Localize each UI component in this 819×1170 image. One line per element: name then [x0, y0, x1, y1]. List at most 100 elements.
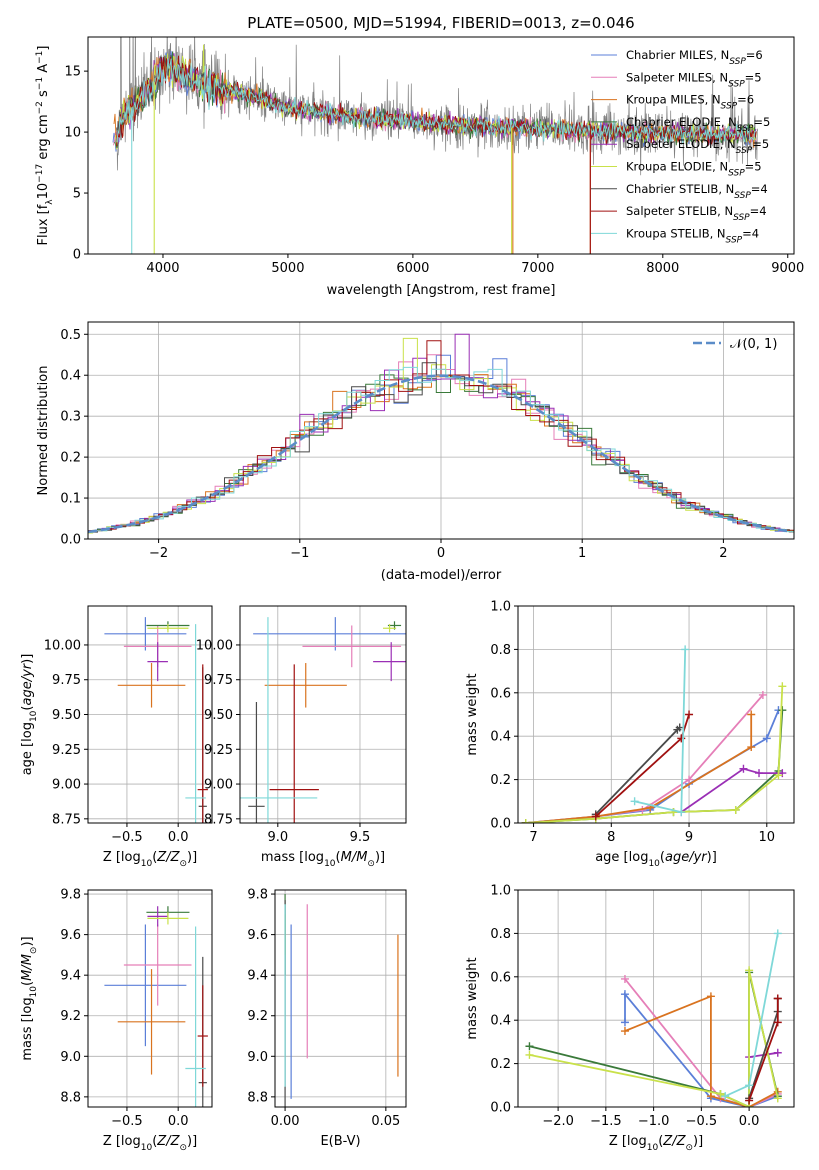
y-tick-label: 9.0 [247, 1050, 268, 1065]
y-tick-label: 0.6 [490, 686, 511, 701]
weight-marker-kroupa-stelib [745, 1081, 754, 1090]
axes-frame [517, 605, 795, 824]
weight-marker-chabrier-elodie [778, 706, 787, 715]
x-tick-label: 8000 [646, 261, 679, 276]
y-tick-label: 1.0 [490, 884, 511, 899]
legend-entry: Salpeter MILES, NSSP=5 [626, 70, 762, 89]
x-tick-label: 5000 [271, 261, 304, 276]
y-tick-label: 9.50 [204, 708, 233, 723]
y-tick-label: 8.8 [60, 1090, 81, 1105]
x-tick-label: 4000 [146, 261, 179, 276]
x-tick-label: −0.5 [111, 1114, 143, 1129]
weight-marker-salpeter-stelib [591, 812, 600, 821]
y-tick-label: 0.3 [60, 410, 81, 425]
plot-area [284, 894, 399, 1107]
legend-entry: 𝒩(0, 1) [730, 337, 777, 352]
legend-entry: Chabrier ELODIE, NSSP=5 [626, 115, 770, 134]
weight-marker-chabrier-miles [620, 990, 629, 999]
plot-area [88, 333, 794, 534]
y-tick-label: 8.8 [247, 1090, 268, 1105]
axes-frame [517, 889, 795, 1108]
x-tick-label: 9.5 [350, 830, 371, 845]
y-tick-label: 9.50 [52, 708, 81, 723]
plot-area [104, 617, 208, 823]
plot-area [525, 929, 782, 1107]
legend: 𝒩(0, 1) [693, 337, 777, 352]
legend-entry: Kroupa MILES, NSSP=6 [626, 93, 754, 112]
weight-marker-kroupa-stelib [681, 645, 690, 654]
weight-marker-chabrier-elodie [525, 1042, 534, 1051]
x-tick-label: 1 [578, 546, 586, 561]
plot-area [521, 645, 787, 823]
weight-marker-kroupa-miles [747, 743, 756, 752]
x-tick-label: 9.0 [267, 830, 288, 845]
x-tick-label: 6000 [396, 261, 429, 276]
y-tick-label: 0.4 [60, 369, 81, 384]
x-axis-label: age [log10(age/yr)] [595, 850, 717, 869]
y-tick-label: 9.6 [247, 928, 268, 943]
y-tick-label: 9.2 [247, 1009, 268, 1024]
weight-marker-kroupa-elodie [731, 805, 740, 814]
legend-entry: Kroupa STELIB, NSSP=4 [626, 226, 759, 245]
y-tick-label: 15 [64, 65, 81, 80]
weight-marker-salpeter-stelib [685, 710, 694, 719]
x-tick-label: 9 [685, 830, 693, 845]
legend: Chabrier MILES, NSSP=6 Salpeter MILES, NS… [591, 48, 770, 245]
weight-line-kroupa-elodie [529, 970, 779, 1107]
x-axis-label: Z [log10(Z/Z⊙)] [103, 1134, 197, 1153]
y-tick-label: 0.2 [490, 773, 511, 788]
x-axis-label: Z [log10(Z/Z⊙)] [103, 850, 197, 869]
y-tick-label: 8.75 [52, 812, 81, 827]
panel-weight-vs-Z: −2.0 −1.5 −1.0 −0.5 0.0 0.0 0.2 0.4 0.6 0.8 1.0 Z [… [465, 884, 795, 1153]
y-tick-label: 0.1 [60, 492, 81, 507]
weight-marker-kroupa-miles [706, 992, 715, 1001]
y-tick-label: 0.0 [490, 1101, 511, 1116]
y-tick-label: 9.25 [204, 743, 233, 758]
legend-entry: Salpeter STELIB, NSSP=4 [626, 204, 767, 223]
y-tick-label: 0.4 [490, 730, 511, 745]
x-tick-label: −0.5 [686, 1114, 718, 1129]
x-tick-label: 0.0 [168, 830, 189, 845]
chart-title: PLATE=0500, MJD=51994, FIBERID=0013, z=0… [247, 14, 634, 32]
y-tick-label: 9.2 [60, 1009, 81, 1024]
axes-frame [87, 889, 213, 1108]
x-tick-label: 8 [607, 830, 615, 845]
weight-line-kroupa-elodie [525, 686, 784, 823]
y-tick-label: 0.2 [490, 1057, 511, 1072]
y-tick-label: 10.00 [44, 638, 81, 653]
histogram-kroupa-elodie [88, 337, 794, 534]
axes-frame [87, 36, 795, 255]
weight-marker-salpeter-elodie [739, 764, 748, 773]
y-tick-label: 9.8 [247, 888, 268, 903]
y-axis-label: mass weight [465, 673, 480, 755]
y-tick-label: 0.8 [490, 927, 511, 942]
y-tick-label: 0.0 [490, 817, 511, 832]
y-axis-label: age [log10(age/yr)] [20, 654, 39, 776]
plot-area [104, 906, 208, 1107]
model-line-salpeter-stelib [116, 55, 757, 147]
x-tick-label: 7000 [521, 261, 554, 276]
weight-marker-kroupa-miles [620, 1027, 629, 1036]
weight-marker-salpeter-miles [685, 775, 694, 784]
y-tick-label: 0.8 [490, 643, 511, 658]
y-tick-label: 5 [73, 187, 81, 202]
weight-marker-kroupa-elodie [774, 771, 783, 780]
y-axis-label: mass [log10(M/M⊙)] [20, 936, 39, 1060]
panel-weight-vs-age: 7 8 9 10 0.0 0.2 0.4 0.6 0.8 1.0 age [log10(age/yr… [465, 600, 795, 869]
y-tick-label: 9.4 [247, 969, 268, 984]
y-tick-label: 9.6 [60, 928, 81, 943]
legend-entry: Chabrier MILES, NSSP=6 [626, 48, 763, 67]
y-tick-label: 9.0 [60, 1050, 81, 1065]
panel-residuals: 𝒩(0, 1) −2 −1 0 1 2 0.0 0.1 0.2 0.3 0.4 0.5 (data-mo… [36, 321, 795, 583]
panel-age-vs-mass: 9.0 9.5 8.75 9.00 9.25 9.50 9.75 10.00 mass [log… [196, 605, 407, 869]
panel-spectrum: PLATE=0500, MJD=51994, FIBERID=0013, z=0… [35, 14, 804, 298]
weight-marker-salpeter-stelib [773, 1018, 782, 1027]
weight-marker-kroupa-miles [747, 710, 756, 719]
legend-entry: Chabrier STELIB, NSSP=4 [626, 182, 768, 201]
x-tick-label: −0.5 [111, 830, 143, 845]
weight-marker-kroupa-stelib [630, 797, 639, 806]
weight-marker-kroupa-elodie [716, 1089, 725, 1098]
axes-frame [274, 889, 407, 1108]
x-tick-label: 0 [437, 546, 445, 561]
